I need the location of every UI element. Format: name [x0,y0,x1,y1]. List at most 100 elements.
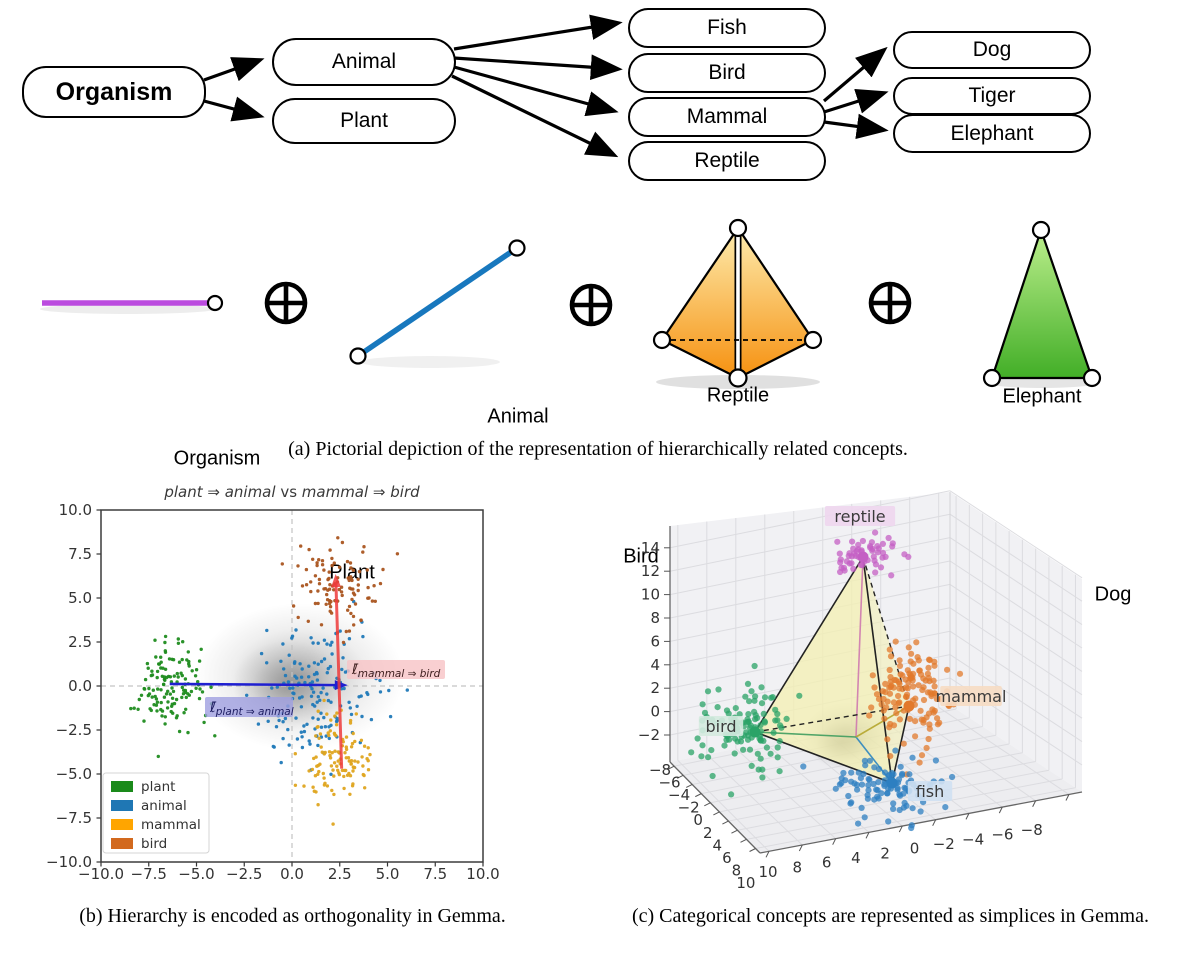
tree-node-reptile: Reptile [628,141,826,181]
svg-text:plant: plant [141,779,175,795]
svg-text:7.5: 7.5 [423,865,447,883]
simplex-face [863,557,909,783]
tree-node-bird: Bird [628,53,826,93]
simplex-face [755,557,892,783]
svg-text:−5.0: −5.0 [178,865,214,883]
svg-text:4: 4 [851,849,861,867]
plant-animal-segment [349,239,526,365]
svg-text:2: 2 [650,679,660,697]
tree-node-fish: Fish [628,8,826,48]
svg-text:ℓ̄plant ⇒ animal: ℓ̄plant ⇒ animal [209,700,294,718]
svg-text:bird: bird [141,836,167,852]
svg-text:10.0: 10.0 [59,501,92,519]
pictorial-label-reptile: Reptile [706,384,770,407]
svg-text:animal: animal [141,798,187,814]
caption-a: (a) Pictorial depiction of the represent… [288,438,908,460]
label-bird: bird [698,716,744,736]
y-axis [669,761,761,854]
vertex-mammal [903,700,915,712]
oplus-icon [569,283,613,327]
svg-text:10: 10 [736,874,755,892]
svg-text:0: 0 [693,811,703,829]
svg-text:10.0: 10.0 [466,865,499,883]
vector-arrows [169,574,348,769]
annotation-mammal⇒bird: ℓ̄mammal ⇒ bird [347,660,445,680]
svg-text:12: 12 [641,562,660,580]
vertex-reptile [857,551,869,563]
pictorial-shapes [40,218,1102,389]
svg-text:8: 8 [650,609,660,627]
vertex-bird [749,726,761,738]
svg-text:−6: −6 [991,826,1013,844]
tree-node-mammal: Mammal [628,97,826,137]
svg-text:0.0: 0.0 [68,677,92,695]
tree-node-animal: Animal [272,38,456,86]
svg-text:−8: −8 [1021,821,1043,839]
tree-node-dog: Dog [893,31,1091,69]
svg-text:−4: −4 [668,786,690,804]
svg-text:−7.5: −7.5 [56,809,92,827]
svg-text:−10.0: −10.0 [46,853,92,871]
caption-b: (b) Hierarchy is encoded as orthogonalit… [79,905,506,927]
series-plant [129,634,217,759]
svg-text:−2.5: −2.5 [226,865,262,883]
svg-text:5.0: 5.0 [376,865,400,883]
svg-text:5.0: 5.0 [68,589,92,607]
svg-text:−4: −4 [962,830,984,848]
vertex-fish [886,777,898,789]
svg-text:2: 2 [880,844,890,862]
svg-text:8: 8 [793,858,803,876]
svg-text:−7.5: −7.5 [131,865,167,883]
svg-text:−6: −6 [658,774,680,792]
svg-text:2.5: 2.5 [328,865,352,883]
spoke-reptile [855,556,864,738]
svg-text:−2: −2 [678,799,700,817]
svg-text:2.5: 2.5 [68,633,92,651]
plot-frame [100,509,484,863]
label-reptile: reptile [824,506,896,526]
svg-text:10: 10 [641,586,660,604]
svg-text:fish: fish [916,782,945,801]
cluster-reptile [834,529,912,579]
tree-arrows [203,14,889,158]
pictorial-label-organism: Organism [173,447,261,470]
svg-text:8: 8 [732,861,742,879]
svg-text:−2.5: −2.5 [56,721,92,739]
svg-text:14: 14 [641,539,660,557]
series-mammal [293,698,372,826]
svg-text:7.5: 7.5 [68,545,92,563]
pictorial-label-elephant: Elephant [1002,385,1082,408]
svg-text:4: 4 [713,836,723,854]
svg-text:0: 0 [650,703,660,721]
svg-text:6: 6 [650,632,660,650]
cluster-mammal [866,638,964,778]
pictorial-label-animal: Animal [487,405,549,428]
pictorial-label-dog: Dog [1094,583,1132,606]
svg-text:mammal: mammal [141,817,201,833]
svg-text:4: 4 [650,656,660,674]
spoke-mammal [855,705,910,738]
shadow [40,304,216,314]
svg-text:mammal: mammal [936,687,1007,706]
svg-text:0.0: 0.0 [280,865,304,883]
axis-pane [670,705,1082,853]
svg-text:10: 10 [758,863,777,881]
plot-b-title: plant ⇒ animal vs mammal ⇒ bird [163,483,420,501]
annotation-plant⇒animal: ℓ̄plant ⇒ animal [205,697,294,718]
tree-node-plant: Plant [272,98,456,144]
svg-text:bird: bird [705,717,736,736]
svg-text:0: 0 [910,840,920,858]
shadow [360,356,500,368]
svg-text:−10.0: −10.0 [78,865,124,883]
mammal-triangle [982,220,1102,388]
animal-tetrahedron [652,218,823,388]
label-fish: fish [907,781,953,801]
svg-text:reptile: reptile [834,507,885,526]
label-mammal: mammal [936,686,1007,706]
caption-c: (c) Categorical concepts are represented… [631,905,1149,927]
pictorial-label-bird: Bird [623,545,659,568]
svg-text:−8: −8 [649,761,671,779]
svg-text:6: 6 [722,849,732,867]
